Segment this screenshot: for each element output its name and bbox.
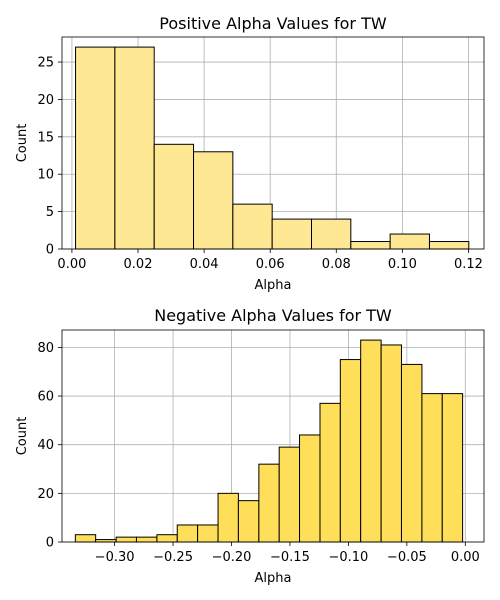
x-tick-label: 0.02 — [124, 257, 153, 272]
x-tick-label: 0.00 — [451, 550, 480, 565]
histogram-bar — [428, 241, 470, 250]
x-tick-label: −0.20 — [212, 550, 252, 565]
x-tick-label: 0.10 — [388, 257, 417, 272]
y-tick-label: 5 — [46, 205, 54, 220]
histogram-bar — [217, 492, 239, 543]
chart-title: Positive Alpha Values for TW — [159, 14, 387, 33]
plot-frame — [61, 36, 485, 250]
histogram-bar — [153, 143, 195, 250]
y-tick-label: 20 — [37, 93, 54, 108]
y-tick-label: 10 — [37, 168, 54, 183]
y-tick-label: 0 — [46, 243, 54, 258]
histogram-bar — [114, 46, 155, 250]
x-axis-label: Alpha — [255, 278, 292, 293]
histogram-bar — [441, 393, 464, 543]
x-tick-label: −0.10 — [328, 550, 368, 565]
histogram-bar — [319, 402, 341, 543]
histogram-bar — [299, 434, 321, 543]
x-axis-label: Alpha — [255, 571, 292, 586]
histogram-bar — [74, 534, 97, 543]
y-tick-label: 25 — [37, 56, 54, 71]
x-tick-label: 0.08 — [322, 257, 351, 272]
histogram-bar — [339, 359, 362, 543]
x-tick-label: −0.05 — [387, 550, 427, 565]
histogram-bar — [197, 524, 219, 543]
histogram-bar — [115, 536, 137, 543]
y-axis-label: Count — [15, 124, 30, 163]
x-tick-label: −0.15 — [270, 550, 310, 565]
x-tick-label: 0.12 — [454, 257, 483, 272]
y-tick-label: 40 — [37, 438, 54, 453]
x-tick-label: 0.00 — [57, 257, 86, 272]
histogram-bar — [135, 536, 158, 543]
histogram-bar — [380, 344, 402, 543]
histogram-bar — [389, 233, 430, 250]
y-tick-label: 60 — [37, 390, 54, 405]
x-tick-label: 0.06 — [256, 257, 285, 272]
negative-alpha-histogram: Negative Alpha Values for TW −0.30 −0.25 −… — [15, 306, 485, 586]
y-tick-label: 20 — [37, 487, 54, 502]
histogram-bar — [278, 446, 301, 543]
histogram-bar — [237, 500, 260, 543]
histogram-bar — [421, 393, 443, 543]
x-tick-label: −0.25 — [153, 550, 193, 565]
histogram-bar — [156, 534, 178, 543]
histogram-bar — [310, 218, 352, 250]
plot-frame — [61, 329, 485, 543]
y-tick-label: 15 — [37, 130, 54, 145]
positive-alpha-histogram: Positive Alpha Values for TW 0.00 0.02 0.0… — [15, 14, 485, 293]
chart-title: Negative Alpha Values for TW — [154, 306, 392, 325]
histogram-bar — [75, 46, 116, 250]
x-tick-label: 0.04 — [190, 257, 219, 272]
y-tick-label: 80 — [37, 341, 54, 356]
histogram-bar — [176, 524, 199, 543]
histogram-bar — [400, 363, 423, 543]
histogram-bar — [193, 151, 234, 250]
histogram-bar — [350, 241, 391, 250]
x-tick-label: −0.30 — [95, 550, 135, 565]
histogram-bar — [232, 203, 273, 250]
y-tick-label: 0 — [46, 536, 54, 551]
y-axis-label: Count — [15, 417, 30, 456]
histogram-bar — [271, 218, 312, 250]
histogram-bar — [360, 339, 382, 543]
histogram-bar — [258, 463, 280, 543]
